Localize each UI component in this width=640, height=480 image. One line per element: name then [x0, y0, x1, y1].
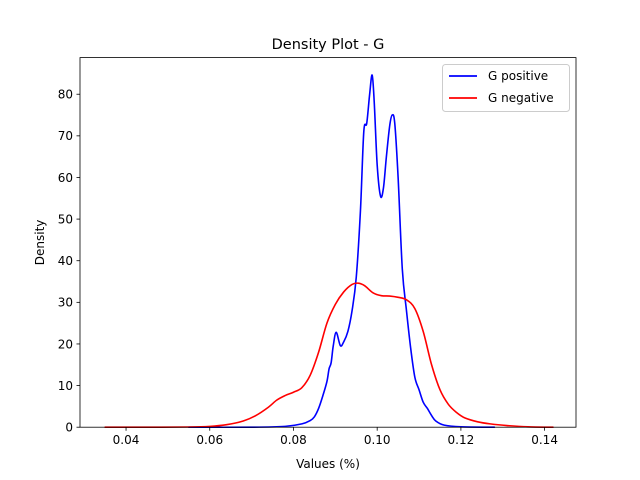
y-tick-label: 0: [65, 421, 73, 435]
x-tick-label: 0.10: [364, 433, 391, 447]
plot-area: [104, 74, 554, 429]
y-tick-label: 30: [58, 296, 73, 310]
y-tick-label: 50: [58, 212, 73, 226]
y-tick-label: 60: [58, 171, 73, 185]
y-axis-label: Density: [33, 220, 47, 266]
x-axis: 0.04 0.06 0.08 0.10 0.12 0.14: [113, 427, 558, 447]
y-tick-label: 10: [58, 379, 73, 393]
x-tick-label: 0.12: [448, 433, 475, 447]
y-tick-label: 40: [58, 254, 73, 268]
x-tick-label: 0.08: [280, 433, 307, 447]
series-line-g-negative: [104, 282, 554, 429]
y-axis: 0 10 20 30 40 50 60 70 80: [58, 88, 80, 435]
x-axis-label: Values (%): [296, 457, 360, 471]
legend: G positive G negative: [442, 64, 570, 112]
legend-label-g-negative: G negative: [488, 91, 554, 105]
y-tick-label: 20: [58, 337, 73, 351]
series-line-g-positive: [188, 74, 496, 429]
x-tick-label: 0.04: [113, 433, 140, 447]
y-tick-label: 70: [58, 129, 73, 143]
x-tick-label: 0.06: [196, 433, 223, 447]
y-tick-label: 80: [58, 88, 73, 102]
legend-label-g-positive: G positive: [488, 69, 548, 83]
chart-title: Density Plot - G: [272, 37, 385, 53]
axes-frame: [79, 57, 577, 428]
x-tick-label: 0.14: [531, 433, 558, 447]
